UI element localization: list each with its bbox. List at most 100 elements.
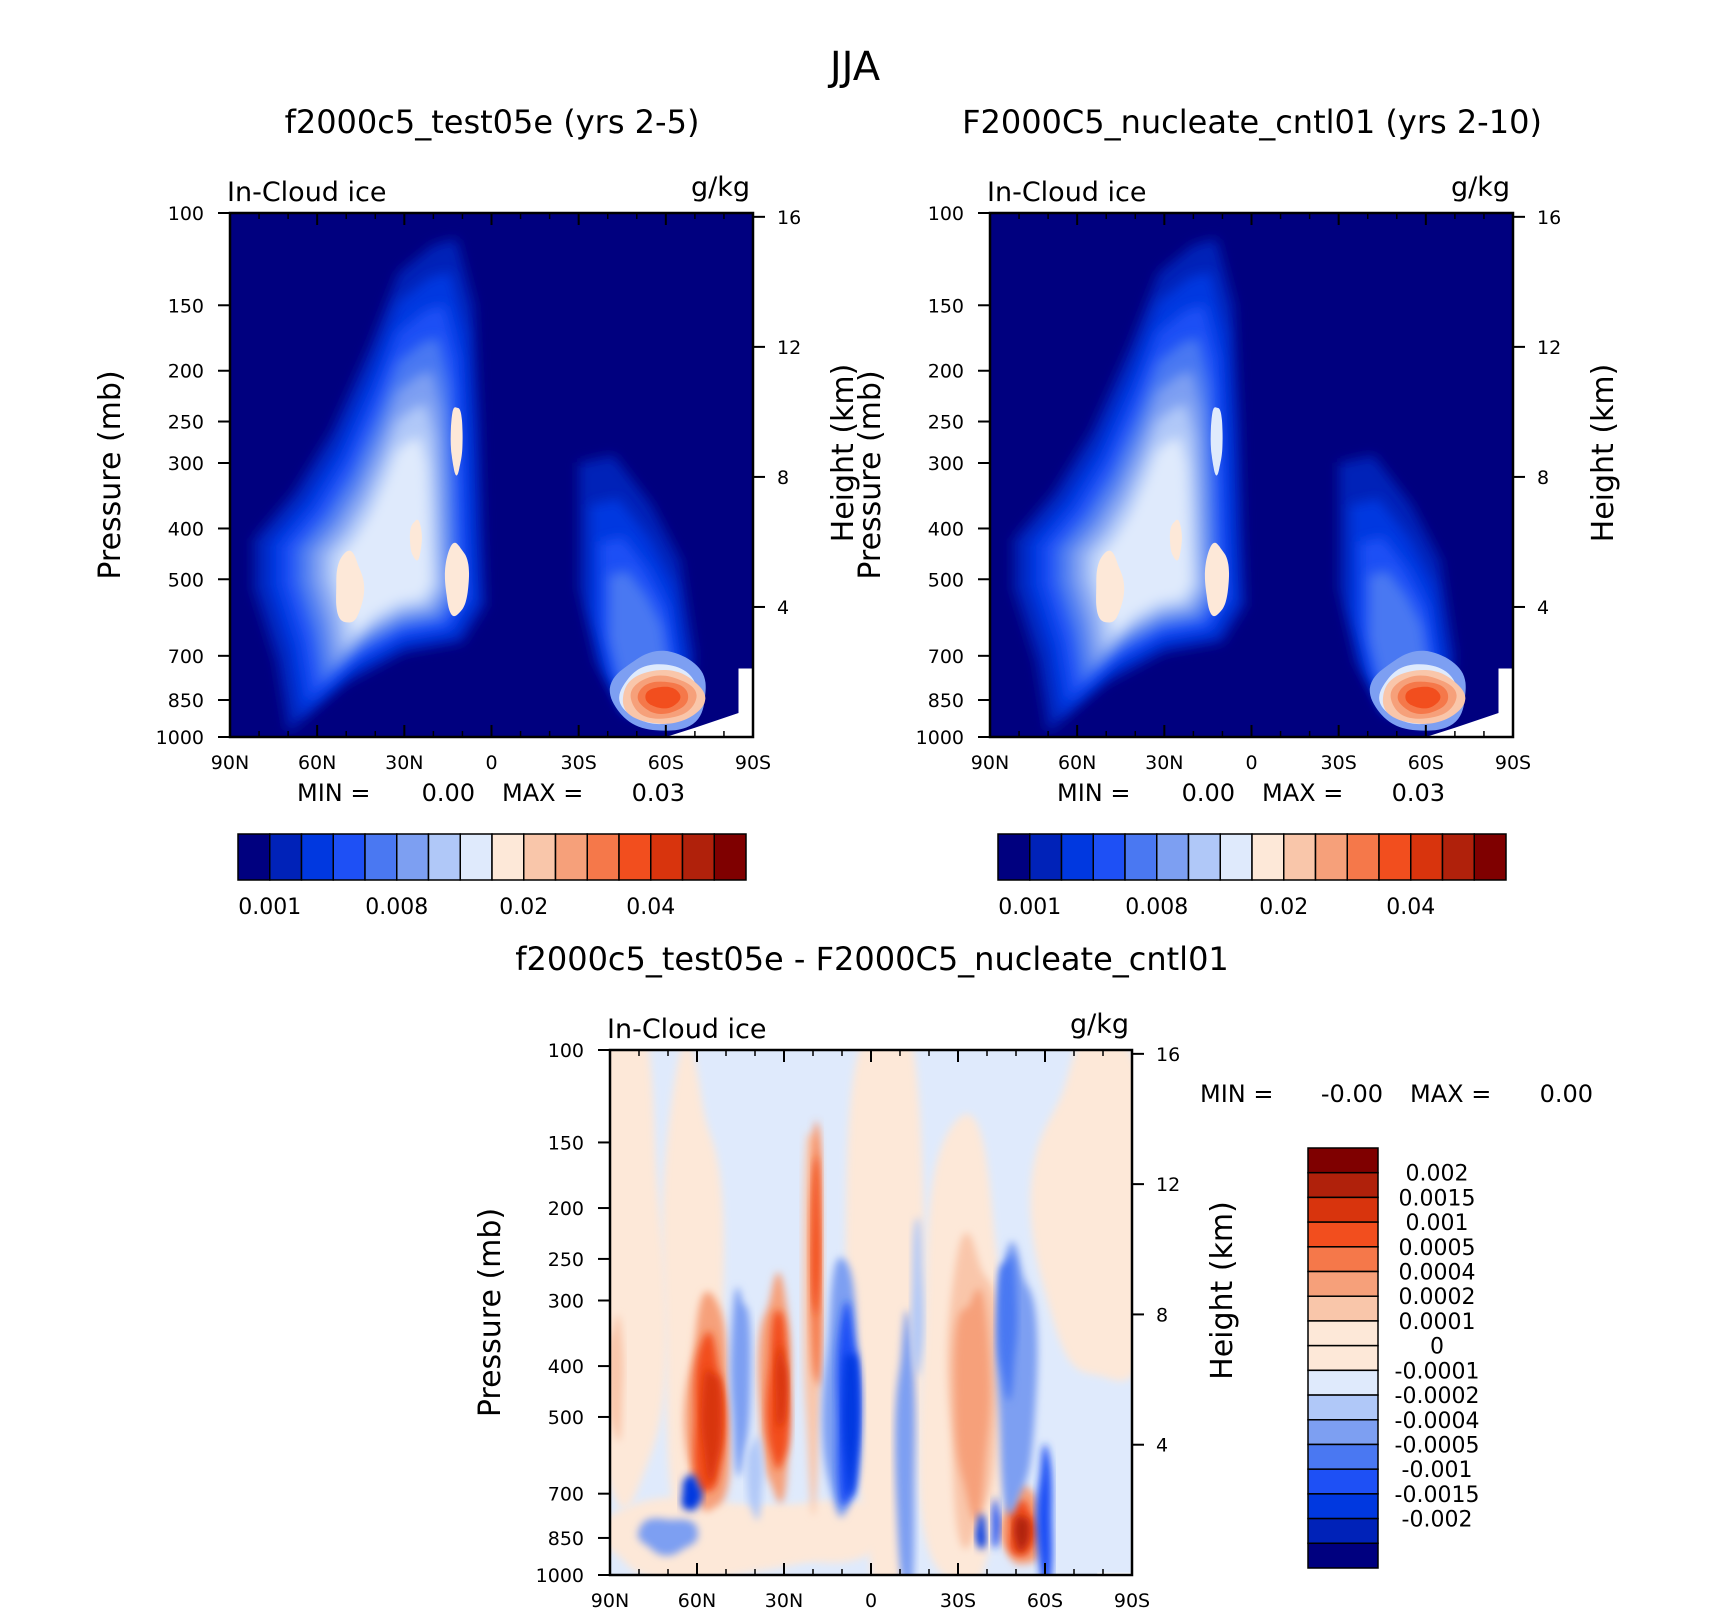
- height-tick-label: 12: [777, 337, 801, 359]
- difference-contour: [681, 1474, 703, 1511]
- x-tick-label: 30N: [385, 752, 423, 774]
- x-tick-label: 90S: [1114, 1590, 1150, 1612]
- contour-field: [253, 238, 753, 737]
- contour-field: [1013, 238, 1513, 737]
- x-tick-label: 90S: [1495, 752, 1531, 774]
- tropical-peak-high: [1210, 407, 1223, 476]
- variable-label: In-Cloud ice: [987, 177, 1146, 208]
- x-tick-label: 0: [865, 1590, 877, 1612]
- colorbar-swatch: [1092, 833, 1126, 881]
- colorbar-label: -0.0015: [1395, 1483, 1480, 1508]
- x-tick-label: 30N: [765, 1590, 803, 1612]
- variable-label: In-Cloud ice: [227, 177, 386, 208]
- colorbar-label: 0.04: [1386, 895, 1435, 920]
- colorbar-label: -0.002: [1402, 1508, 1473, 1533]
- colorbar-swatch: [554, 833, 588, 881]
- x-tick-label: 60N: [678, 1590, 716, 1612]
- colorbar-swatch: [1307, 1517, 1379, 1545]
- difference-contour: [894, 1309, 916, 1575]
- height-tick-label: 8: [777, 467, 789, 489]
- y-tick-label: 150: [928, 295, 964, 317]
- colorbar-swatch: [1156, 833, 1190, 881]
- colorbar-swatch: [396, 833, 430, 881]
- colorbar-swatch: [1441, 833, 1475, 881]
- units-label: g/kg: [691, 172, 750, 203]
- difference-contour: [1036, 1443, 1053, 1575]
- x-tick-label: 90N: [591, 1590, 629, 1612]
- colorbar-label: 0: [1430, 1335, 1444, 1360]
- sh-low-peak-3: [645, 686, 681, 709]
- colorbar-label: 0.001: [1406, 1211, 1469, 1236]
- missing-data-region: [665, 668, 753, 737]
- colorbar-swatch: [1307, 1320, 1379, 1347]
- colorbar-swatch: [1314, 833, 1348, 881]
- colorbar-swatch: [1307, 1246, 1379, 1273]
- max-label: MAX =: [1262, 779, 1343, 807]
- y-tick-label: 850: [548, 1528, 584, 1550]
- sh-low-peak-3: [1405, 686, 1441, 709]
- colorbar-swatch: [1307, 1468, 1379, 1495]
- colorbar-swatch: [713, 833, 747, 881]
- height-tick-label: 8: [1537, 467, 1549, 489]
- colorbar-label: 0.0015: [1399, 1186, 1476, 1211]
- colorbar-swatch: [1307, 1171, 1379, 1199]
- colorbar-label: 0.0002: [1399, 1285, 1476, 1310]
- difference-contour: [811, 1156, 821, 1317]
- units-label: g/kg: [1451, 172, 1510, 203]
- difference-contour: [610, 1050, 668, 1509]
- y-tick-label: 100: [168, 203, 204, 225]
- colorbar-swatch: [618, 833, 652, 881]
- difference-contour: [997, 1254, 1018, 1401]
- y-tick-label: 100: [928, 203, 964, 225]
- panel-difference: 90N 60N 30N 0 30S 60S 90S 100 150 200 250 300 400 500…: [473, 940, 1593, 1612]
- y-axis-label: Pressure (mb): [93, 370, 128, 579]
- tropical-peak-mid: [1169, 519, 1182, 561]
- y-tick-label: 1000: [916, 727, 964, 749]
- colorbar-swatch: [1307, 1493, 1379, 1520]
- colorbar-label: 0.002: [1406, 1162, 1469, 1187]
- min-value: -0.00: [1321, 1080, 1383, 1108]
- y-tick-label: 150: [168, 295, 204, 317]
- difference-contour: [842, 1352, 859, 1497]
- colorbar-swatch: [650, 833, 684, 881]
- panel-cntl01: 90N 60N 30N 0 30S 60S 90S 100 150 200 250 300 400 500…: [853, 103, 1621, 920]
- x-tick-label: 60N: [298, 752, 336, 774]
- y-tick-label: 300: [168, 453, 204, 475]
- colorbar-swatch: [1307, 1542, 1379, 1569]
- colorbar-swatch: [523, 833, 557, 881]
- height-tick-label: 16: [1537, 207, 1561, 229]
- colorbar-swatch: [1307, 1344, 1379, 1372]
- right-axis-label: Height (km): [1205, 1201, 1240, 1380]
- y-tick-label: 250: [168, 412, 204, 434]
- max-value: 0.03: [1392, 779, 1445, 807]
- colorbar-label: 0.008: [1125, 895, 1188, 920]
- x-tick-label: 60S: [1027, 1590, 1063, 1612]
- right-axis-label: Height (km): [826, 364, 861, 543]
- colorbar-swatch: [1307, 1295, 1379, 1322]
- colorbar-swatch: [1307, 1147, 1379, 1174]
- y-tick-label: 200: [548, 1198, 584, 1220]
- height-tick-label: 12: [1537, 337, 1561, 359]
- right-axis-label: Height (km): [1586, 364, 1621, 543]
- y-tick-label: 200: [168, 361, 204, 383]
- y-tick-label: 250: [548, 1249, 584, 1271]
- height-tick-label: 16: [777, 207, 801, 229]
- y-tick-label: 1000: [156, 727, 204, 749]
- difference-contour: [746, 1435, 763, 1521]
- panel-title: f2000c5_test05e (yrs 2-5): [285, 103, 700, 141]
- colorbar-label: 0.001: [998, 895, 1061, 920]
- panel-title: f2000c5_test05e - F2000C5_nucleate_cntl0…: [515, 940, 1229, 978]
- plot-frame: [228, 211, 755, 739]
- x-tick-label: 90N: [971, 752, 1009, 774]
- colorbar-swatch: [1307, 1394, 1379, 1421]
- colorbar-swatch: [1378, 833, 1412, 881]
- colorbar-label: 0.0004: [1399, 1261, 1476, 1286]
- colorbar-label: 0.02: [1259, 895, 1308, 920]
- max-value: 0.03: [632, 779, 685, 807]
- min-value: 0.00: [1182, 779, 1235, 807]
- max-value: 0.00: [1540, 1080, 1593, 1108]
- colorbar-label: -0.0002: [1395, 1384, 1480, 1409]
- min-label: MIN =: [1057, 779, 1130, 807]
- x-tick-label: 90N: [211, 752, 249, 774]
